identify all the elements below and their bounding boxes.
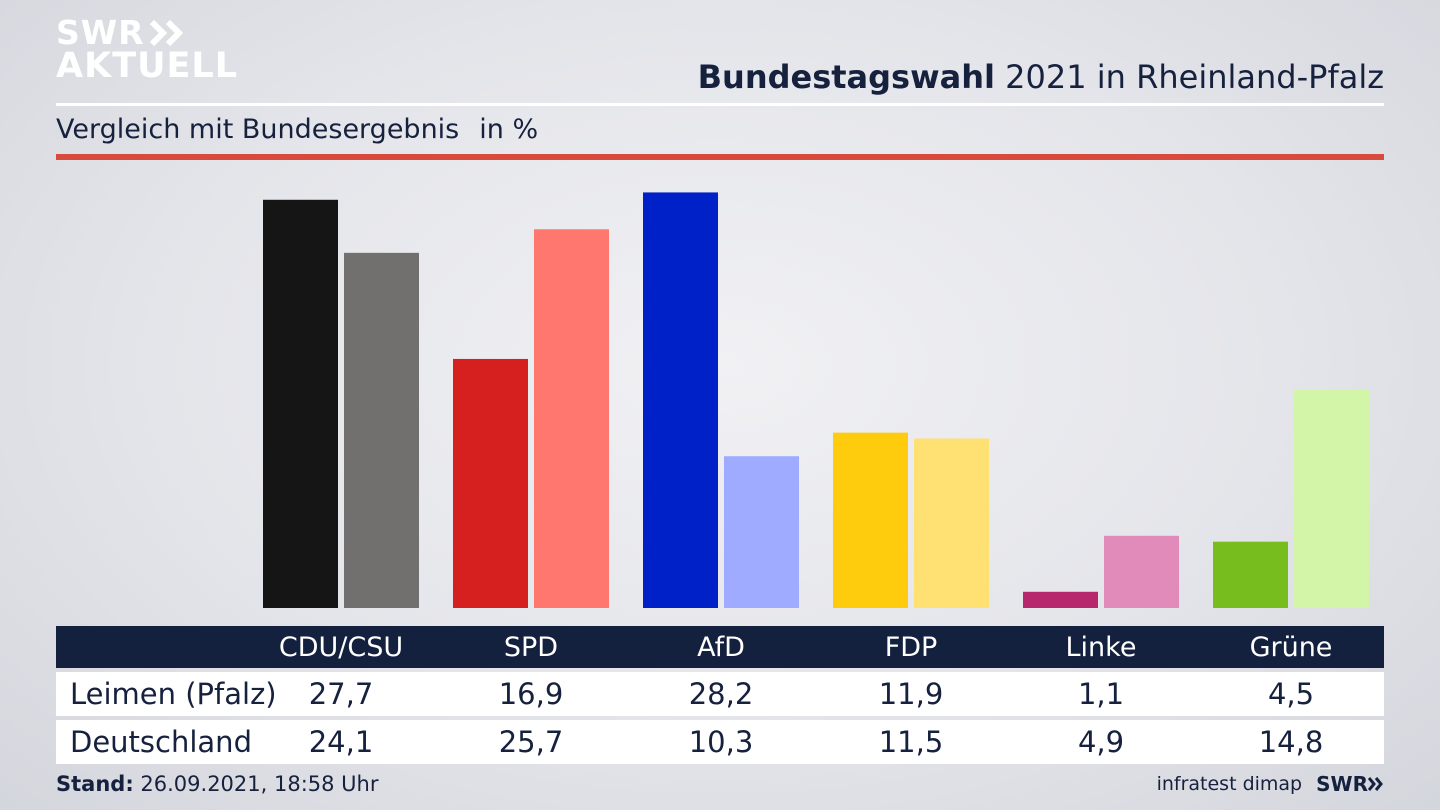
footer-double-chevron-icon: [1368, 777, 1383, 791]
bar-fdp-national: [914, 438, 989, 608]
timestamp: Stand: 26.09.2021, 18:58 Uhr: [56, 772, 379, 796]
unit-label: in %: [479, 114, 539, 145]
logo-swr-text: SWR: [56, 13, 145, 52]
bar-spd-local: [453, 358, 528, 608]
accent-divider: [56, 154, 1384, 160]
double-chevron-icon: [149, 19, 183, 46]
value-cell: 10,3: [688, 725, 754, 759]
bar-fdp-local: [833, 432, 908, 608]
bar-afd-national: [724, 456, 799, 608]
bar-cdu-csu-national: [344, 252, 419, 608]
column-header: Grüne: [1249, 631, 1333, 663]
bar-grüne-local: [1213, 541, 1288, 608]
value-cell: 4,9: [1077, 725, 1125, 759]
bar-linke-local: [1023, 591, 1098, 608]
bar-spd-national: [534, 229, 609, 608]
header-divider: [56, 103, 1384, 106]
bar-chart: [263, 192, 1369, 608]
value-cell: 1,1: [1077, 677, 1125, 711]
bar-cdu-csu-local: [263, 199, 338, 608]
swr-aktuell-logo: SWR AKTUELL: [56, 16, 238, 84]
table-header: CDU/CSU SPD AfD FDP Linke Grüne: [56, 626, 1384, 668]
value-cell: 27,7: [308, 677, 374, 711]
source-text: infratest dimap: [1156, 773, 1303, 795]
value-cell: 14,8: [1258, 725, 1324, 759]
row-label: Deutschland: [70, 725, 252, 759]
column-header: SPD: [503, 631, 559, 663]
value-cell: 11,5: [878, 725, 944, 759]
source-credit: infratest dimap SWR: [1157, 772, 1384, 796]
stand-label: Stand:: [56, 772, 134, 796]
table-row-leimen: Leimen (Pfalz) 27,7 16,9 28,2 11,9 1,1 4,5: [56, 672, 1384, 716]
bar-afd-local: [643, 192, 718, 608]
value-cell: 25,7: [498, 725, 564, 759]
column-header: CDU/CSU: [278, 631, 404, 663]
bar-grüne-national: [1294, 389, 1369, 608]
value-cell: 16,9: [498, 677, 564, 711]
subtitle-text: Vergleich mit Bundesergebnis: [56, 114, 460, 145]
bar-linke-national: [1104, 535, 1179, 608]
column-header: AfD: [697, 631, 745, 663]
value-cell: 4,5: [1267, 677, 1315, 711]
value-cell: 24,1: [308, 725, 374, 759]
table-row-deutschland: Deutschland 24,1 25,7 10,3 11,5 4,9 14,8: [56, 720, 1384, 764]
footer-swr-logo: SWR: [1316, 772, 1384, 796]
value-cell: 11,9: [878, 677, 944, 711]
chart-subtitle: Vergleich mit Bundesergebnis in %: [56, 114, 538, 145]
column-header: FDP: [884, 631, 938, 663]
results-table: CDU/CSU SPD AfD FDP Linke Grüne Leimen (Pfalz…: [56, 626, 1384, 764]
logo-aktuell-text: AKTUELL: [56, 46, 239, 86]
stand-value: 26.09.2021, 18:58 Uhr: [133, 772, 379, 796]
title-rest: 2021 in Rheinland-Pfalz: [995, 58, 1384, 96]
title-bold: Bundestagswahl: [697, 58, 995, 96]
column-header: Linke: [1065, 631, 1137, 663]
row-label: Leimen (Pfalz): [70, 677, 277, 711]
footer-swr-text: SWR: [1316, 772, 1368, 796]
value-cell: 28,2: [688, 677, 754, 711]
page-title: Bundestagswahl 2021 in Rheinland-Pfalz: [698, 58, 1384, 96]
